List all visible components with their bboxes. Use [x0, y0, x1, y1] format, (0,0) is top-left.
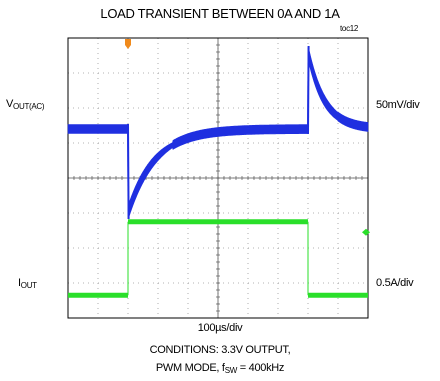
vout-overshoot-edge [307, 45, 310, 135]
vout-label-main: V [6, 98, 14, 110]
vout-label-sub: OUT(AC) [13, 102, 45, 111]
time-scale-label: 100µs/div [197, 322, 243, 334]
iout-low-segment-right [308, 292, 368, 298]
figure-id: toc12 [340, 24, 359, 33]
scope-markers [125, 39, 370, 236]
vout-channel-label: VOUT(AC) [6, 98, 45, 111]
iout-label-main: I [18, 277, 21, 289]
conditions-sub: SW [224, 366, 238, 375]
trigger-position-marker [125, 39, 131, 49]
conditions-line-1: CONDITIONS: 3.3V OUTPUT, [149, 344, 291, 356]
conditions-line-2: PWM MODE, fSW = 400kHz [0, 362, 440, 375]
vout-scale-label: 50mV/div [376, 99, 420, 111]
iout-label-sub: OUT [20, 281, 37, 290]
iout-low-segment-left [68, 292, 128, 298]
trigger-level-marker [362, 228, 370, 236]
conditions-suffix: = 400kHz [236, 362, 285, 374]
iout-scale-label: 0.5A/div [376, 277, 414, 289]
iout-channel-label: IOUT [18, 277, 37, 290]
vout-undershoot-edge [127, 123, 130, 220]
scope-grid [67, 37, 369, 319]
vout-trace-band [67, 46, 369, 220]
conditions-prefix: PWM MODE, f [155, 362, 225, 374]
scope-traces [67, 45, 369, 298]
chart-title: LOAD TRANSIENT BETWEEN 0A AND 1A [100, 6, 340, 21]
iout-high-segment [128, 219, 308, 225]
plot-frame [67, 37, 369, 319]
